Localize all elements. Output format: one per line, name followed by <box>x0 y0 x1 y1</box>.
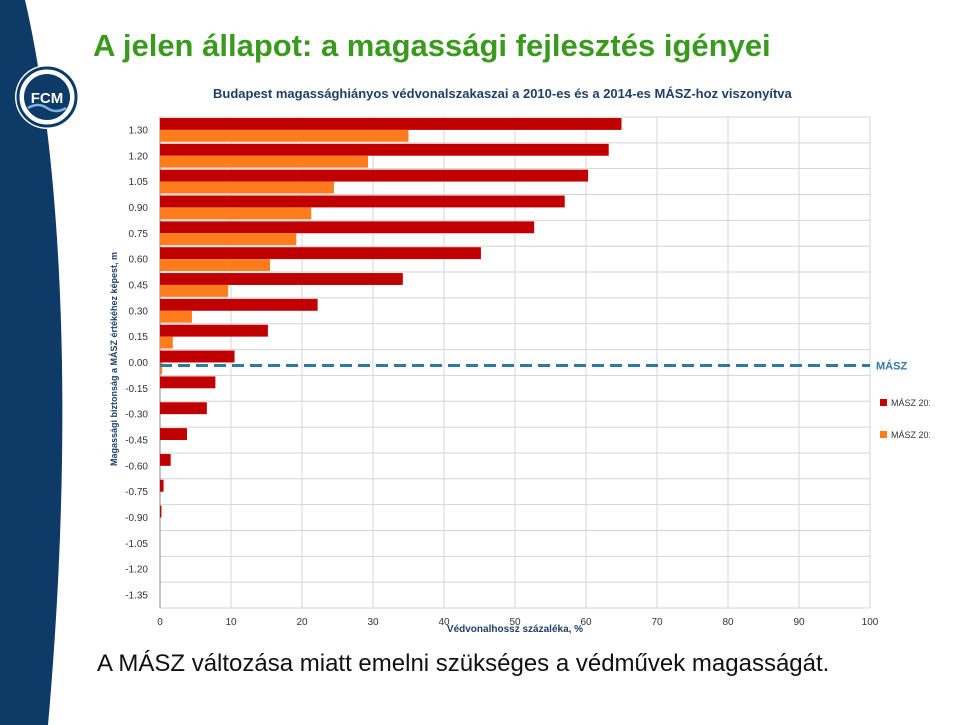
x-tick-label: 40 <box>438 617 450 628</box>
bar-mász-2010 <box>160 129 409 142</box>
x-tick-label: 80 <box>722 617 734 628</box>
legend: MÁSZ 2014 MÁSZ 2010 <box>880 398 930 440</box>
y-tick-label: -0.45 <box>125 436 148 447</box>
bar-mász-2014 <box>160 143 609 156</box>
bar-mász-2010 <box>160 155 369 168</box>
bar-mász-2010 <box>160 310 192 323</box>
y-tick-label: 0.30 <box>129 306 149 317</box>
y-tick-label: -1.20 <box>125 565 148 576</box>
bar-mász-2014 <box>160 247 481 260</box>
bar-mász-2014 <box>160 324 268 337</box>
y-tick-label: -1.35 <box>125 591 148 602</box>
bar-mász-2014 <box>160 221 535 234</box>
logo-inner <box>24 74 70 120</box>
slide-caption: A MÁSZ változása miatt emelni szükséges … <box>97 650 830 677</box>
bar-mász-2010 <box>160 259 271 271</box>
y-tick-label: 1.30 <box>129 125 149 136</box>
bar-mász-2014 <box>160 298 318 311</box>
y-tick-label: 0.00 <box>129 358 149 369</box>
y-tick-label: 0.45 <box>129 280 149 291</box>
y-tick-label: -0.75 <box>125 487 148 498</box>
legend-label: MÁSZ 2010 <box>891 430 930 440</box>
legend-swatch <box>880 399 887 406</box>
bar-mász-2010 <box>160 362 163 375</box>
y-tick-label: 0.15 <box>129 332 149 343</box>
chart-title: Budapest magassághiányos védvonalszakasz… <box>213 86 793 101</box>
y-tick-label: 1.05 <box>129 177 149 188</box>
bar-mász-2014 <box>160 118 622 130</box>
chart: Budapest magassághiányos védvonalszakasz… <box>109 86 930 635</box>
bar-mász-2014 <box>160 195 565 208</box>
logo-wave <box>27 103 67 113</box>
x-tick-label: 30 <box>367 617 379 628</box>
logo-ring <box>16 66 78 128</box>
y-tick-label: -1.05 <box>125 539 148 550</box>
bar-mász-2010 <box>160 233 297 246</box>
y-tick-label: 1.20 <box>129 151 149 162</box>
logo-text: FCM <box>31 90 64 107</box>
bar-mász-2014 <box>160 376 216 389</box>
x-tick-label: 10 <box>225 617 237 628</box>
y-tick-label: 0.60 <box>129 255 149 266</box>
y-tick-label: 0.75 <box>129 229 149 240</box>
bar-mász-2014 <box>160 479 164 492</box>
bar-mász-2014 <box>160 428 187 440</box>
y-tick-labels: 1.30 1.20 1.05 0.90 0.75 0.60 0.45 0.30 0.15 0.00… <box>125 125 148 601</box>
bar-mász-2014 <box>160 505 162 518</box>
y-tick-label: -0.90 <box>125 513 148 524</box>
y-tick-label: -0.15 <box>125 384 148 395</box>
x-tick-label: 50 <box>509 617 521 628</box>
chart-bars <box>160 118 622 518</box>
bar-mász-2010 <box>160 284 229 297</box>
legend-label: MÁSZ 2014 <box>891 398 930 408</box>
x-tick-label: 0 <box>157 617 163 628</box>
x-tick-label: 100 <box>862 617 879 628</box>
x-axis-label: Védvonalhossz százaléka, % <box>447 624 583 635</box>
bar-mász-2010 <box>160 207 312 220</box>
bar-mász-2014 <box>160 350 235 363</box>
reference-line-group: MÁSZ <box>160 360 907 373</box>
y-axis-label: Magassági biztonság a MÁSZ értékéhez kép… <box>109 252 119 466</box>
masz-reference-label: MÁSZ <box>876 360 907 373</box>
bar-mász-2014 <box>160 453 171 466</box>
slide-title: A jelen állapot: a magassági fejlesztés … <box>93 28 771 63</box>
bar-mász-2014 <box>160 402 207 415</box>
logo: FCM <box>14 64 80 130</box>
x-tick-label: 90 <box>793 617 805 628</box>
sidebar-band <box>0 0 63 725</box>
x-tick-label: 60 <box>580 617 592 628</box>
bar-mász-2010 <box>160 336 173 349</box>
x-tick-labels: 0 10 20 30 40 50 60 70 80 90 100 <box>157 617 879 628</box>
y-tick-label: -0.30 <box>125 410 148 421</box>
bar-mász-2014 <box>160 273 403 285</box>
bar-mász-2014 <box>160 169 589 182</box>
y-tick-label: -0.60 <box>125 461 148 472</box>
y-tick-label: 0.90 <box>129 203 149 214</box>
x-tick-label: 20 <box>296 617 308 628</box>
bar-mász-2010 <box>160 181 334 194</box>
legend-swatch <box>880 431 887 438</box>
x-tick-label: 70 <box>651 617 663 628</box>
